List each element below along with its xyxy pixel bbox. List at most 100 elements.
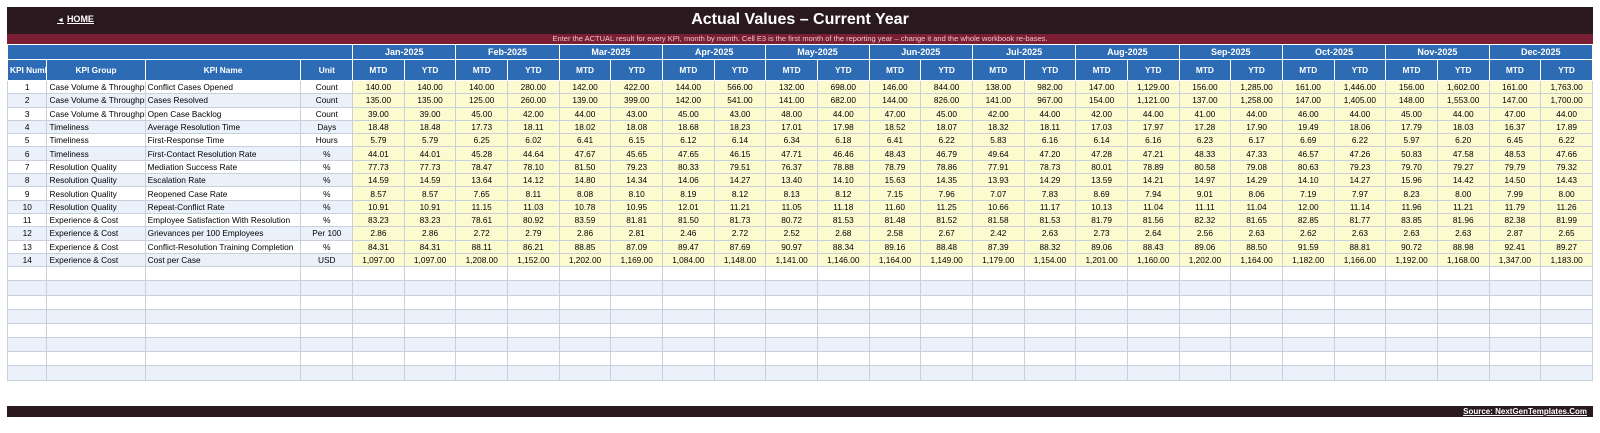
ytd-value-cell[interactable]: 982.00 (1023, 79, 1077, 95)
ytd-value-cell[interactable]: 2.63 (1436, 226, 1490, 241)
empty-cell[interactable] (1230, 294, 1283, 310)
empty-cell[interactable] (6, 351, 48, 367)
mtd-value-cell[interactable]: 2.42 (971, 226, 1025, 241)
ytd-value-cell[interactable]: 79.08 (1230, 159, 1283, 175)
ytd-value-cell[interactable]: 44.01 (403, 146, 457, 161)
empty-cell[interactable] (1281, 322, 1335, 339)
ytd-value-cell[interactable]: 18.07 (920, 119, 973, 135)
ytd-value-cell[interactable]: 2.63 (1230, 226, 1283, 241)
mtd-value-cell[interactable]: 142.00 (558, 79, 612, 95)
empty-cell[interactable] (1178, 351, 1232, 367)
empty-cell[interactable] (662, 351, 715, 367)
mtd-value-cell[interactable]: 89.47 (662, 239, 715, 254)
mtd-value-cell[interactable]: 15.96 (1385, 173, 1438, 188)
ytd-value-cell[interactable]: 8.06 (1230, 186, 1283, 201)
empty-cell[interactable] (1385, 280, 1438, 296)
mtd-value-cell[interactable]: 2.72 (455, 226, 509, 241)
ytd-value-cell[interactable]: 18.23 (713, 119, 767, 135)
ytd-value-cell[interactable]: 81.52 (920, 212, 973, 228)
empty-cell[interactable] (403, 308, 457, 324)
mtd-value-cell[interactable]: 39.00 (352, 106, 405, 121)
mtd-value-cell[interactable]: 9.01 (1178, 186, 1232, 201)
empty-cell[interactable] (455, 322, 509, 339)
ytd-value-cell[interactable]: 14.35 (920, 173, 973, 188)
empty-cell[interactable] (1385, 308, 1438, 324)
ytd-value-cell[interactable]: 83.23 (403, 212, 457, 228)
ytd-value-cell[interactable]: 1,602.00 (1436, 79, 1490, 95)
empty-cell[interactable] (1023, 280, 1077, 296)
mtd-value-cell[interactable]: 17.79 (1385, 119, 1438, 135)
ytd-value-cell[interactable]: 8.12 (713, 186, 767, 201)
ytd-value-cell[interactable]: 1,446.00 (1333, 79, 1387, 95)
empty-cell[interactable] (352, 337, 405, 353)
ytd-value-cell[interactable]: 422.00 (610, 79, 664, 95)
ytd-value-cell[interactable]: 1,121.00 (1126, 93, 1180, 108)
ytd-value-cell[interactable]: 39.00 (403, 106, 457, 121)
mtd-value-cell[interactable]: 2.62 (1281, 226, 1335, 241)
empty-cell[interactable] (1075, 308, 1128, 324)
empty-cell[interactable] (1333, 322, 1387, 339)
ytd-value-cell[interactable]: 88.34 (816, 239, 870, 254)
mtd-value-cell[interactable]: 8.69 (1075, 186, 1128, 201)
mtd-value-cell[interactable]: 91.59 (1281, 239, 1335, 254)
mtd-value-cell[interactable]: 17.01 (765, 119, 818, 135)
ytd-value-cell[interactable]: 11.26 (1540, 199, 1593, 214)
ytd-value-cell[interactable]: 8.12 (816, 186, 870, 201)
ytd-value-cell[interactable]: 81.65 (1230, 212, 1283, 228)
empty-cell[interactable] (300, 351, 354, 367)
mtd-value-cell[interactable]: 13.59 (1075, 173, 1128, 188)
empty-cell[interactable] (1436, 365, 1490, 381)
empty-cell[interactable] (971, 322, 1025, 339)
empty-cell[interactable] (765, 266, 818, 282)
mtd-value-cell[interactable]: 81.50 (662, 212, 715, 228)
empty-cell[interactable] (816, 266, 870, 282)
empty-cell[interactable] (1178, 280, 1232, 296)
empty-cell[interactable] (1126, 322, 1180, 339)
ytd-value-cell[interactable]: 11.25 (920, 199, 973, 214)
mtd-value-cell[interactable]: 90.72 (1385, 239, 1438, 254)
empty-cell[interactable] (713, 294, 767, 310)
empty-cell[interactable] (144, 365, 302, 381)
empty-cell[interactable] (403, 266, 457, 282)
empty-cell[interactable] (1281, 351, 1335, 367)
ytd-value-cell[interactable]: 1,553.00 (1436, 93, 1490, 108)
empty-cell[interactable] (1488, 337, 1542, 353)
empty-cell[interactable] (507, 280, 560, 296)
ytd-value-cell[interactable]: 14.29 (1023, 173, 1077, 188)
empty-cell[interactable] (6, 365, 48, 381)
ytd-value-cell[interactable]: 7.96 (920, 186, 973, 201)
mtd-value-cell[interactable]: 6.23 (1178, 133, 1232, 148)
empty-cell[interactable] (713, 365, 767, 381)
mtd-value-cell[interactable]: 8.57 (352, 186, 405, 201)
empty-cell[interactable] (352, 294, 405, 310)
empty-cell[interactable] (1126, 280, 1180, 296)
empty-cell[interactable] (507, 294, 560, 310)
mtd-value-cell[interactable]: 8.08 (558, 186, 612, 201)
empty-cell[interactable] (1385, 337, 1438, 353)
ytd-value-cell[interactable]: 1,154.00 (1023, 252, 1077, 268)
empty-cell[interactable] (455, 308, 509, 324)
empty-cell[interactable] (610, 308, 664, 324)
mtd-value-cell[interactable]: 1,347.00 (1488, 252, 1542, 268)
empty-cell[interactable] (1488, 266, 1542, 282)
mtd-value-cell[interactable]: 6.25 (455, 133, 509, 148)
empty-cell[interactable] (1540, 280, 1593, 296)
mtd-value-cell[interactable]: 11.79 (1488, 199, 1542, 214)
ytd-value-cell[interactable]: 844.00 (920, 79, 973, 95)
mtd-value-cell[interactable]: 138.00 (971, 79, 1025, 95)
empty-cell[interactable] (1075, 337, 1128, 353)
ytd-value-cell[interactable]: 88.43 (1126, 239, 1180, 254)
empty-cell[interactable] (713, 337, 767, 353)
mtd-value-cell[interactable]: 45.28 (455, 146, 509, 161)
mtd-value-cell[interactable]: 88.11 (455, 239, 509, 254)
ytd-value-cell[interactable]: 11.04 (1230, 199, 1283, 214)
ytd-value-cell[interactable]: 45.65 (610, 146, 664, 161)
empty-cell[interactable] (300, 266, 354, 282)
empty-cell[interactable] (662, 337, 715, 353)
ytd-value-cell[interactable]: 14.10 (816, 173, 870, 188)
empty-cell[interactable] (1436, 294, 1490, 310)
ytd-value-cell[interactable]: 79.23 (1333, 159, 1387, 175)
ytd-value-cell[interactable]: 43.00 (713, 106, 767, 121)
mtd-value-cell[interactable]: 6.69 (1281, 133, 1335, 148)
mtd-value-cell[interactable]: 19.49 (1281, 119, 1335, 135)
